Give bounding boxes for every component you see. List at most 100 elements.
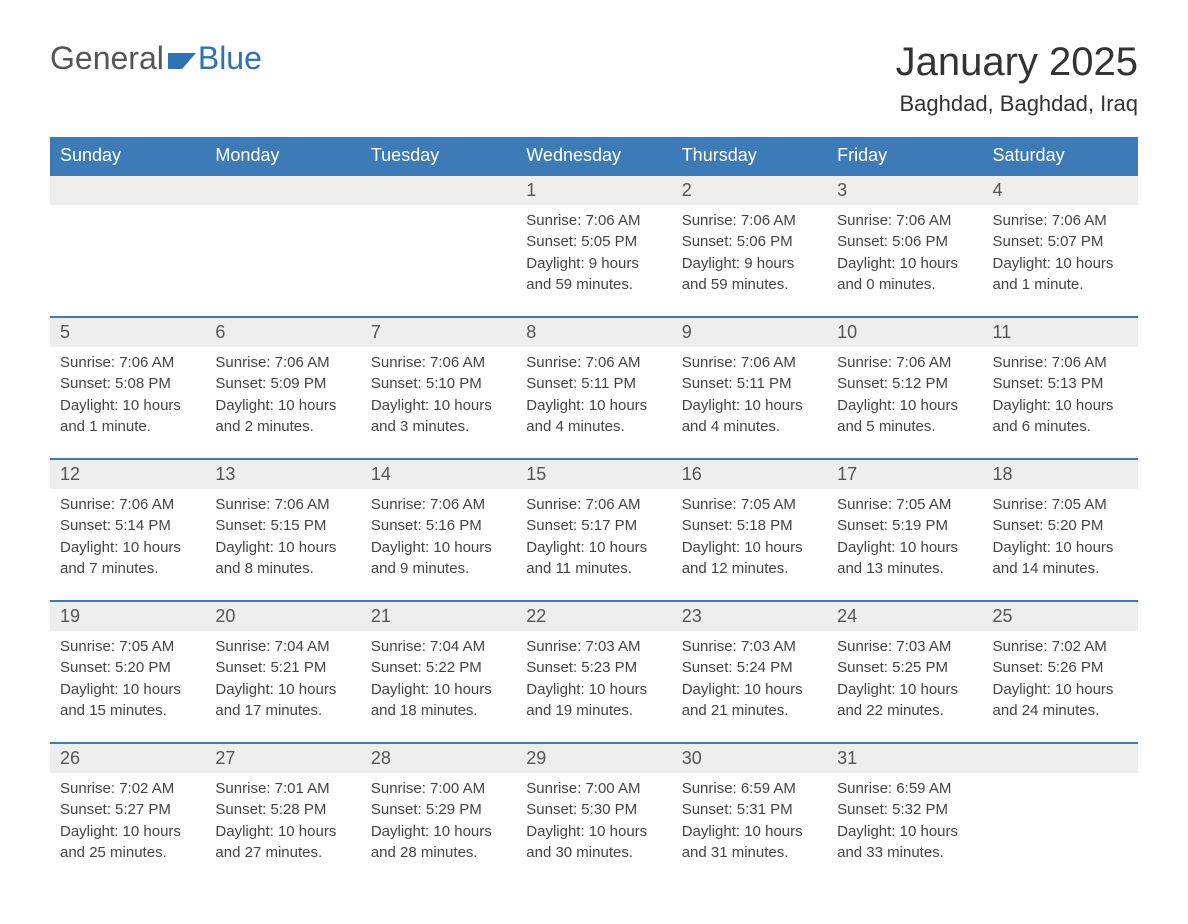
day-sr: Sunrise: 6:59 AM xyxy=(837,779,972,799)
day-ss: Sunset: 5:25 PM xyxy=(837,658,972,678)
day-cell: Sunrise: 7:05 AMSunset: 5:20 PMDaylight:… xyxy=(50,631,205,743)
day-cell: Sunrise: 7:06 AMSunset: 5:11 PMDaylight:… xyxy=(516,347,671,459)
day-number: 27 xyxy=(205,743,360,773)
day-ss: Sunset: 5:11 PM xyxy=(682,374,817,394)
day-d1: Daylight: 10 hours xyxy=(526,822,661,842)
day-sr: Sunrise: 7:06 AM xyxy=(526,353,661,373)
day-number: 2 xyxy=(672,175,827,205)
day-ss: Sunset: 5:26 PM xyxy=(993,658,1128,678)
day-cell: Sunrise: 6:59 AMSunset: 5:31 PMDaylight:… xyxy=(672,773,827,884)
day-d2: and 0 minutes. xyxy=(837,275,972,295)
day-cell: Sunrise: 7:03 AMSunset: 5:25 PMDaylight:… xyxy=(827,631,982,743)
day-cell: Sunrise: 7:06 AMSunset: 5:06 PMDaylight:… xyxy=(672,205,827,317)
day-cell: Sunrise: 7:06 AMSunset: 5:12 PMDaylight:… xyxy=(827,347,982,459)
day-d1: Daylight: 10 hours xyxy=(215,822,350,842)
day-d2: and 13 minutes. xyxy=(837,559,972,579)
day-sr: Sunrise: 7:06 AM xyxy=(682,211,817,231)
logo: General Blue xyxy=(50,40,262,77)
day-d1: Daylight: 10 hours xyxy=(215,680,350,700)
day-cell: Sunrise: 7:06 AMSunset: 5:13 PMDaylight:… xyxy=(983,347,1138,459)
daynum-row: 262728293031 xyxy=(50,743,1138,773)
day-d1: Daylight: 10 hours xyxy=(837,822,972,842)
day-d1: Daylight: 10 hours xyxy=(993,538,1128,558)
day-d1: Daylight: 10 hours xyxy=(682,538,817,558)
day-ss: Sunset: 5:16 PM xyxy=(371,516,506,536)
day-d1: Daylight: 10 hours xyxy=(837,538,972,558)
day-cell: Sunrise: 7:04 AMSunset: 5:22 PMDaylight:… xyxy=(361,631,516,743)
day-d2: and 59 minutes. xyxy=(526,275,661,295)
day-cell: Sunrise: 7:03 AMSunset: 5:24 PMDaylight:… xyxy=(672,631,827,743)
day-cell: Sunrise: 7:06 AMSunset: 5:06 PMDaylight:… xyxy=(827,205,982,317)
day-d1: Daylight: 10 hours xyxy=(371,396,506,416)
day-sr: Sunrise: 7:05 AM xyxy=(993,495,1128,515)
day-d2: and 9 minutes. xyxy=(371,559,506,579)
day-sr: Sunrise: 7:00 AM xyxy=(526,779,661,799)
day-sr: Sunrise: 7:03 AM xyxy=(682,637,817,657)
day-number: 4 xyxy=(983,175,1138,205)
day-cell: Sunrise: 7:05 AMSunset: 5:18 PMDaylight:… xyxy=(672,489,827,601)
day-d2: and 4 minutes. xyxy=(526,417,661,437)
day-sr: Sunrise: 7:06 AM xyxy=(215,353,350,373)
day-d1: Daylight: 10 hours xyxy=(60,680,195,700)
location: Baghdad, Baghdad, Iraq xyxy=(896,91,1138,117)
day-sr: Sunrise: 7:06 AM xyxy=(371,495,506,515)
header: General Blue January 2025 Baghdad, Baghd… xyxy=(50,40,1138,117)
day-number: 16 xyxy=(672,459,827,489)
day-ss: Sunset: 5:20 PM xyxy=(993,516,1128,536)
logo-text-2: Blue xyxy=(198,40,262,77)
day-ss: Sunset: 5:07 PM xyxy=(993,232,1128,252)
day-sr: Sunrise: 7:03 AM xyxy=(526,637,661,657)
day-d2: and 33 minutes. xyxy=(837,843,972,863)
day-d1: Daylight: 10 hours xyxy=(837,254,972,274)
dayname: Sunday xyxy=(50,137,205,175)
day-sr: Sunrise: 7:06 AM xyxy=(837,353,972,373)
day-d1: Daylight: 10 hours xyxy=(682,396,817,416)
day-number: 29 xyxy=(516,743,671,773)
day-sr: Sunrise: 7:06 AM xyxy=(993,211,1128,231)
day-d2: and 12 minutes. xyxy=(682,559,817,579)
dayname-row: Sunday Monday Tuesday Wednesday Thursday… xyxy=(50,137,1138,175)
day-d1: Daylight: 10 hours xyxy=(993,254,1128,274)
day-d2: and 14 minutes. xyxy=(993,559,1128,579)
day-d1: Daylight: 10 hours xyxy=(682,680,817,700)
day-d2: and 1 minute. xyxy=(60,417,195,437)
day-number: 14 xyxy=(361,459,516,489)
empty-cell xyxy=(361,175,516,205)
day-sr: Sunrise: 7:03 AM xyxy=(837,637,972,657)
content-row: Sunrise: 7:05 AMSunset: 5:20 PMDaylight:… xyxy=(50,631,1138,743)
dayname: Thursday xyxy=(672,137,827,175)
day-d1: Daylight: 10 hours xyxy=(371,822,506,842)
daynum-row: 12131415161718 xyxy=(50,459,1138,489)
day-sr: Sunrise: 7:06 AM xyxy=(682,353,817,373)
day-number: 1 xyxy=(516,175,671,205)
day-ss: Sunset: 5:15 PM xyxy=(215,516,350,536)
day-number: 13 xyxy=(205,459,360,489)
day-number: 5 xyxy=(50,317,205,347)
day-d2: and 24 minutes. xyxy=(993,701,1128,721)
day-d2: and 7 minutes. xyxy=(60,559,195,579)
day-cell: Sunrise: 7:05 AMSunset: 5:19 PMDaylight:… xyxy=(827,489,982,601)
day-d2: and 21 minutes. xyxy=(682,701,817,721)
day-ss: Sunset: 5:13 PM xyxy=(993,374,1128,394)
day-cell: Sunrise: 7:03 AMSunset: 5:23 PMDaylight:… xyxy=(516,631,671,743)
day-ss: Sunset: 5:10 PM xyxy=(371,374,506,394)
day-number: 19 xyxy=(50,601,205,631)
daynum-row: 1234 xyxy=(50,175,1138,205)
day-sr: Sunrise: 7:06 AM xyxy=(60,353,195,373)
day-d1: Daylight: 10 hours xyxy=(371,538,506,558)
month-title: January 2025 xyxy=(896,40,1138,85)
day-d1: Daylight: 10 hours xyxy=(526,680,661,700)
day-ss: Sunset: 5:12 PM xyxy=(837,374,972,394)
day-cell: Sunrise: 7:06 AMSunset: 5:10 PMDaylight:… xyxy=(361,347,516,459)
day-sr: Sunrise: 7:02 AM xyxy=(60,779,195,799)
day-number: 7 xyxy=(361,317,516,347)
day-number: 15 xyxy=(516,459,671,489)
empty-cell xyxy=(205,205,360,317)
day-ss: Sunset: 5:08 PM xyxy=(60,374,195,394)
day-cell: Sunrise: 7:05 AMSunset: 5:20 PMDaylight:… xyxy=(983,489,1138,601)
day-ss: Sunset: 5:06 PM xyxy=(837,232,972,252)
day-sr: Sunrise: 7:05 AM xyxy=(60,637,195,657)
day-number: 10 xyxy=(827,317,982,347)
calendar-table: Sunday Monday Tuesday Wednesday Thursday… xyxy=(50,137,1138,884)
day-number: 9 xyxy=(672,317,827,347)
